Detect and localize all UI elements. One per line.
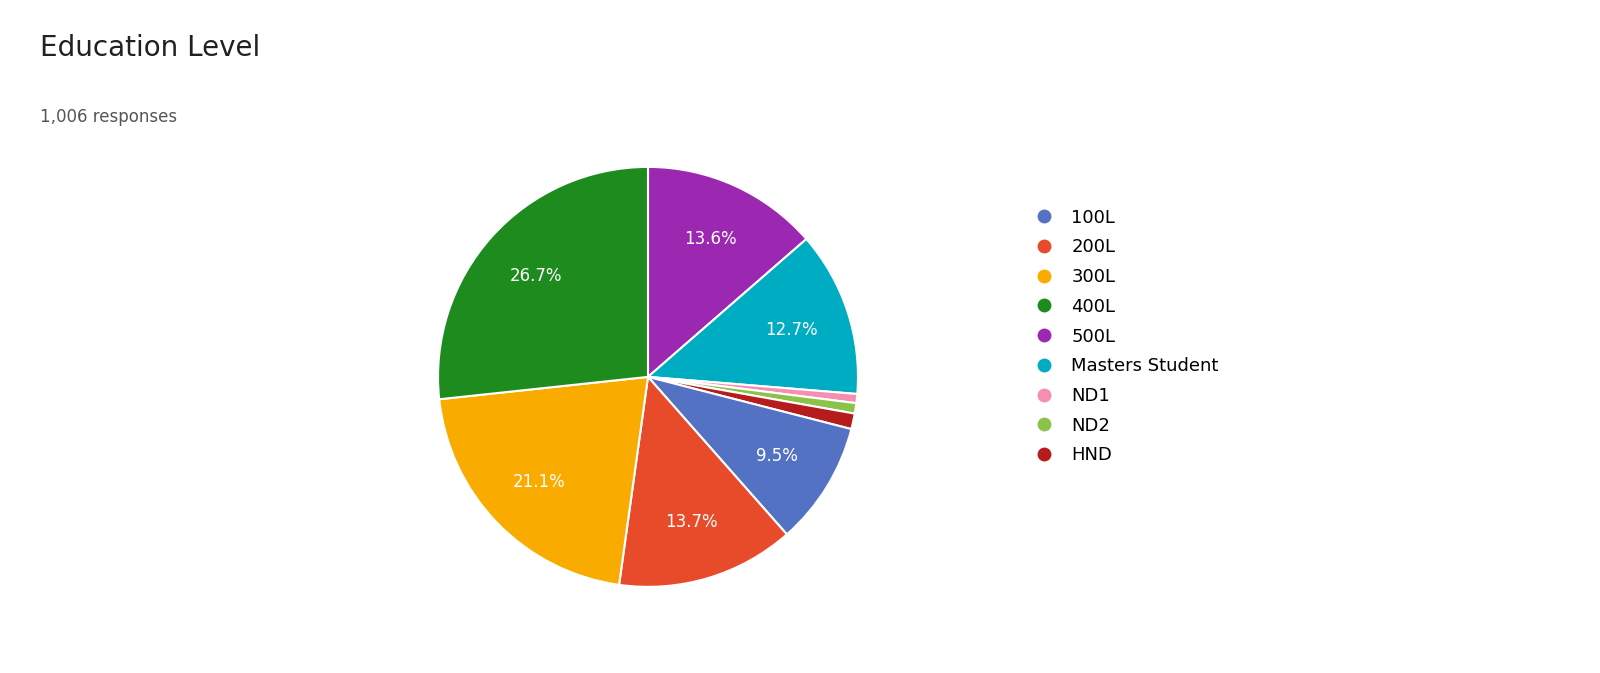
Wedge shape <box>619 377 787 587</box>
Text: 12.7%: 12.7% <box>765 321 818 339</box>
Wedge shape <box>648 167 806 377</box>
Text: 13.7%: 13.7% <box>666 513 718 530</box>
Text: 21.1%: 21.1% <box>514 473 566 491</box>
Wedge shape <box>438 167 648 399</box>
Wedge shape <box>440 377 648 585</box>
Text: 1,006 responses: 1,006 responses <box>40 108 178 126</box>
Wedge shape <box>648 377 851 534</box>
Text: 13.6%: 13.6% <box>685 230 738 248</box>
Wedge shape <box>648 377 858 403</box>
Wedge shape <box>648 239 858 394</box>
Wedge shape <box>648 377 856 414</box>
Legend: 100L, 200L, 300L, 400L, 500L, Masters Student, ND1, ND2, HND: 100L, 200L, 300L, 400L, 500L, Masters St… <box>1018 199 1227 474</box>
Text: 26.7%: 26.7% <box>509 267 562 285</box>
Text: Education Level: Education Level <box>40 34 261 62</box>
Wedge shape <box>648 377 854 429</box>
Text: 9.5%: 9.5% <box>755 447 798 465</box>
